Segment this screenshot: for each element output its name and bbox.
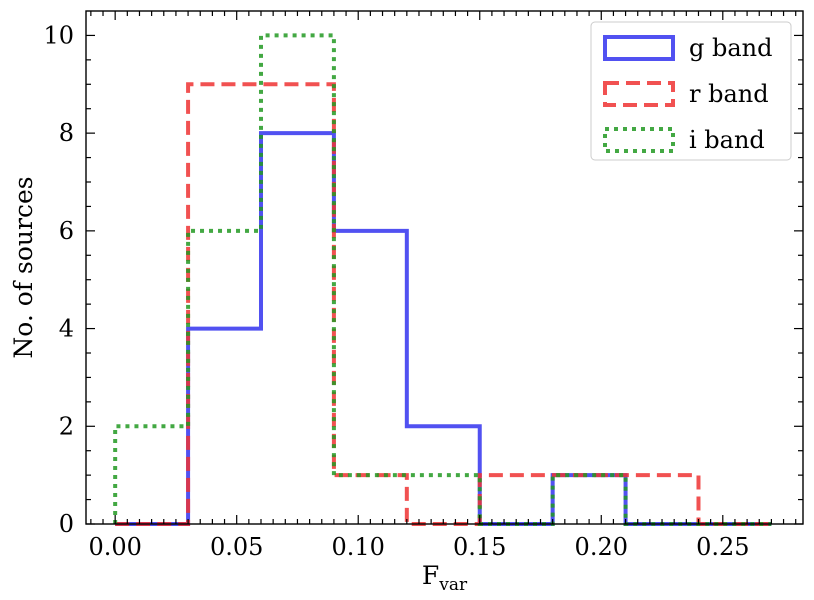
series-g-band-outline <box>115 131 772 526</box>
legend-swatch-g-band <box>603 35 675 61</box>
x-tick-label: 0.05 <box>210 533 263 561</box>
y-tick-label: 4 <box>59 315 74 343</box>
legend-label-g-band: g band <box>689 34 772 62</box>
legend-label-r-band: r band <box>689 80 769 108</box>
y-tick-label: 6 <box>59 217 74 245</box>
series-layer <box>113 33 772 526</box>
x-tick-label: 0.00 <box>88 533 141 561</box>
series-i-band-outline <box>113 33 772 526</box>
x-axis-label-subscript: var <box>438 575 468 595</box>
legend-box <box>590 21 792 161</box>
y-tick-label: 2 <box>59 412 74 440</box>
y-tick-label: 8 <box>59 119 74 147</box>
y-tick-label: 0 <box>59 510 74 538</box>
y-tick-label: 10 <box>43 21 74 49</box>
series-r-band-outline <box>115 82 772 526</box>
x-axis-label-main: F <box>422 561 439 590</box>
legend-swatch-r-band <box>603 81 675 107</box>
y-axis-label: No. of sources <box>9 176 38 358</box>
x-tick-label: 0.10 <box>331 533 384 561</box>
legend: g band r band i band <box>590 21 792 161</box>
x-axis-label: Fvar <box>422 561 468 595</box>
plot-frame <box>85 10 804 525</box>
x-tick-labels: 0.00 0.05 0.10 0.15 0.20 0.25 <box>88 533 749 561</box>
ticks-layer <box>86 11 803 525</box>
legend-label-i-band: i band <box>689 126 765 154</box>
y-tick-labels: 0 2 4 6 8 10 <box>43 21 74 538</box>
x-tick-label: 0.25 <box>696 533 749 561</box>
x-tick-label: 0.15 <box>453 533 506 561</box>
x-tick-label: 0.20 <box>575 533 628 561</box>
legend-entries: g band r band i band <box>603 34 772 154</box>
